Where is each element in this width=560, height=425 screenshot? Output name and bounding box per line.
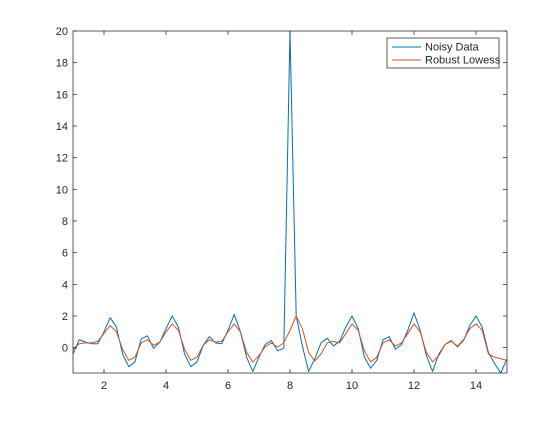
- y-tick-label: 0: [62, 343, 68, 355]
- series-layer: [73, 31, 507, 373]
- y-tick-label: 18: [56, 58, 68, 70]
- legend-box: [386, 37, 500, 69]
- x-tick-label: 10: [346, 380, 358, 392]
- series-line-robust-lowess: [73, 315, 507, 363]
- plot-area: [73, 31, 507, 373]
- y-tick-label: 8: [62, 216, 68, 228]
- x-tick-label: 4: [163, 380, 169, 392]
- legend-label-robust-lowess[interactable]: Robust Lowess: [425, 55, 501, 67]
- legend-label-noisy-data[interactable]: Noisy Data: [425, 42, 480, 54]
- y-tick-label: 20: [56, 26, 68, 38]
- y-tick-label: 14: [56, 121, 68, 133]
- x-tick-label: 2: [101, 380, 107, 392]
- y-tick-label: 4: [62, 279, 68, 291]
- ticks-layer: 2 4 6 8 10 12 14 0 2 4 6 8 10 12 14 16 18 20: [56, 26, 507, 392]
- x-tick-label: 8: [287, 380, 293, 392]
- axes-background: [73, 31, 507, 373]
- y-tick-label: 10: [56, 184, 68, 196]
- y-tick-label: 16: [56, 89, 68, 101]
- y-tick-label: 6: [62, 248, 68, 260]
- y-tick-label: 2: [62, 311, 68, 323]
- x-tick-label: 6: [225, 380, 231, 392]
- x-tick-label: 12: [408, 380, 420, 392]
- y-tick-label: 12: [56, 153, 68, 165]
- series-line-noisy-data: [73, 31, 507, 373]
- x-tick-label: 14: [470, 380, 482, 392]
